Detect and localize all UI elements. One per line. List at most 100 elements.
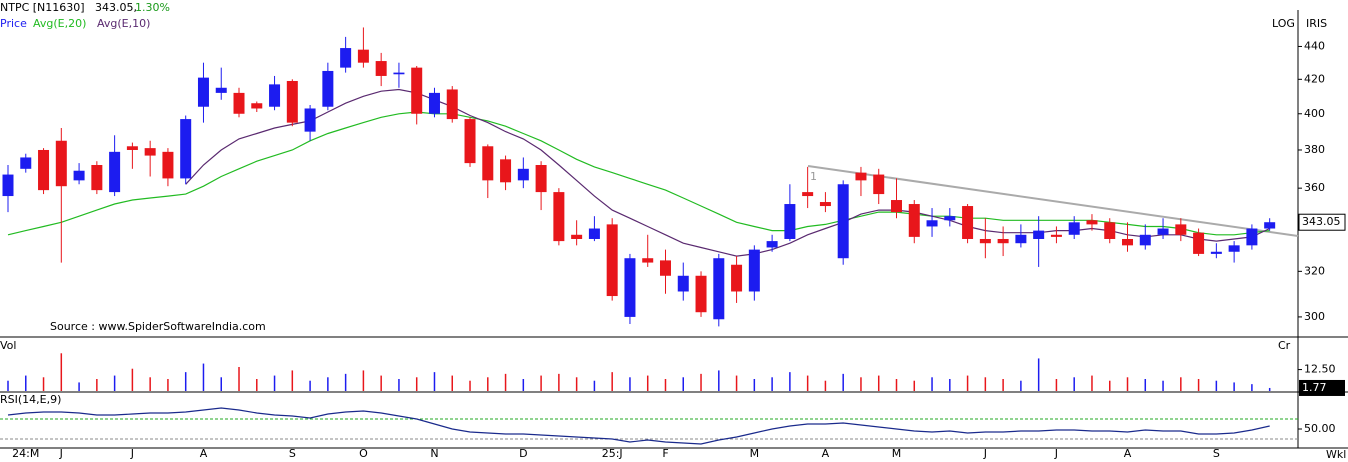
candle-body <box>944 216 956 221</box>
candle-body <box>322 70 334 107</box>
volume-tag <box>1299 379 1345 396</box>
candle-body <box>748 249 760 292</box>
volume-tag-label: 1.77 <box>1302 381 1327 394</box>
candle-body <box>1033 230 1045 239</box>
candle-body <box>482 146 494 181</box>
candle-body <box>340 48 352 68</box>
y-tick-label: 440 <box>1304 39 1325 52</box>
candle-body <box>1210 251 1222 254</box>
candle-body <box>997 238 1009 244</box>
candle-body <box>1175 224 1187 235</box>
legend-ema20: Avg(E,20) <box>33 17 86 30</box>
candle-body <box>855 172 867 181</box>
symbol: NTPC [N11630] <box>0 1 85 14</box>
period: Wkl <box>1326 448 1346 461</box>
candle-body <box>819 202 831 207</box>
price-tag <box>1298 213 1346 231</box>
candle-body <box>553 192 565 242</box>
y-tick-label: 300 <box>1304 310 1325 323</box>
candle-body <box>713 258 725 320</box>
change: 1.30% <box>135 1 170 14</box>
candle-body <box>517 168 529 181</box>
y-tick-label: 360 <box>1304 181 1325 194</box>
y-tick-label: 12.50 <box>1304 363 1336 376</box>
candle-body <box>535 165 547 193</box>
candle-body <box>197 77 209 107</box>
candle-body <box>606 224 618 297</box>
x-tick-label: N <box>430 447 438 460</box>
x-tick-label: 25:J <box>602 447 623 460</box>
candle-body <box>304 108 316 132</box>
log-label[interactable]: LOG <box>1272 17 1295 30</box>
y-tick-label: 400 <box>1304 107 1325 120</box>
trend-line <box>807 165 1299 237</box>
candle-body <box>180 119 192 179</box>
candle-body <box>55 140 67 187</box>
rsi-line <box>7 407 1270 445</box>
volume-label: Vol <box>0 339 16 352</box>
candle-body <box>1139 234 1151 246</box>
candle-body <box>837 184 849 259</box>
candle-body <box>162 151 174 179</box>
candle-body <box>144 148 156 156</box>
x-tick-label: F <box>662 447 668 460</box>
annotation: 1 <box>810 170 817 183</box>
candle-body <box>731 264 743 292</box>
x-tick-label: D <box>519 447 527 460</box>
candle-body <box>428 92 440 114</box>
quote: 343.05, <box>95 1 137 14</box>
candle-body <box>642 258 654 263</box>
candle-body <box>1015 234 1027 244</box>
candle-body <box>1193 232 1205 254</box>
candle-body <box>357 49 369 63</box>
candle-body <box>766 241 778 248</box>
candle-body <box>1068 222 1080 235</box>
x-tick-label: J <box>130 447 134 460</box>
candle-body <box>1050 234 1062 237</box>
volume-unit: Cr <box>1278 339 1291 352</box>
candle-body <box>979 238 991 244</box>
candle-body <box>286 80 298 123</box>
x-tick-label: 24:M <box>12 447 39 460</box>
candle-body <box>571 234 583 239</box>
candle-body <box>588 228 600 239</box>
y-tick-label: 420 <box>1304 72 1325 85</box>
legend-ema10: Avg(E,10) <box>97 17 150 30</box>
candle-body <box>1122 238 1134 246</box>
x-tick-label: M <box>750 447 760 460</box>
x-tick-label: A <box>822 447 830 460</box>
candle-body <box>2 174 14 197</box>
candle-body <box>891 200 902 213</box>
x-tick-label: O <box>359 447 368 460</box>
candle-body <box>91 165 103 191</box>
rsi-label: RSI(14,E,9) <box>0 393 61 406</box>
x-tick-label: A <box>1124 447 1132 460</box>
iris-label[interactable]: IRIS <box>1306 17 1327 30</box>
candle-body <box>802 192 814 197</box>
candle-body <box>1157 228 1169 235</box>
moving-average <box>7 111 1270 236</box>
candle-body <box>20 157 32 169</box>
x-tick-label: A <box>200 447 208 460</box>
candle-body <box>784 204 796 239</box>
candle-body <box>251 103 263 109</box>
x-tick-label: S <box>1213 447 1220 460</box>
candle-body <box>1086 220 1098 225</box>
legend-price: Price <box>0 17 27 30</box>
candle-body <box>1228 245 1240 252</box>
candle-body <box>1264 222 1276 229</box>
source: Source : www.SpiderSoftwareIndia.com <box>50 320 266 333</box>
candle-body <box>109 151 121 193</box>
candle-body <box>926 220 938 227</box>
candle-body <box>126 146 138 150</box>
y-tick-label: 50.00 <box>1304 422 1336 435</box>
candle-body <box>446 89 458 120</box>
candle-body <box>695 275 707 313</box>
candle-body <box>411 67 423 114</box>
moving-average <box>185 88 1270 257</box>
candle-body <box>233 92 245 114</box>
candle-body <box>1246 228 1258 246</box>
